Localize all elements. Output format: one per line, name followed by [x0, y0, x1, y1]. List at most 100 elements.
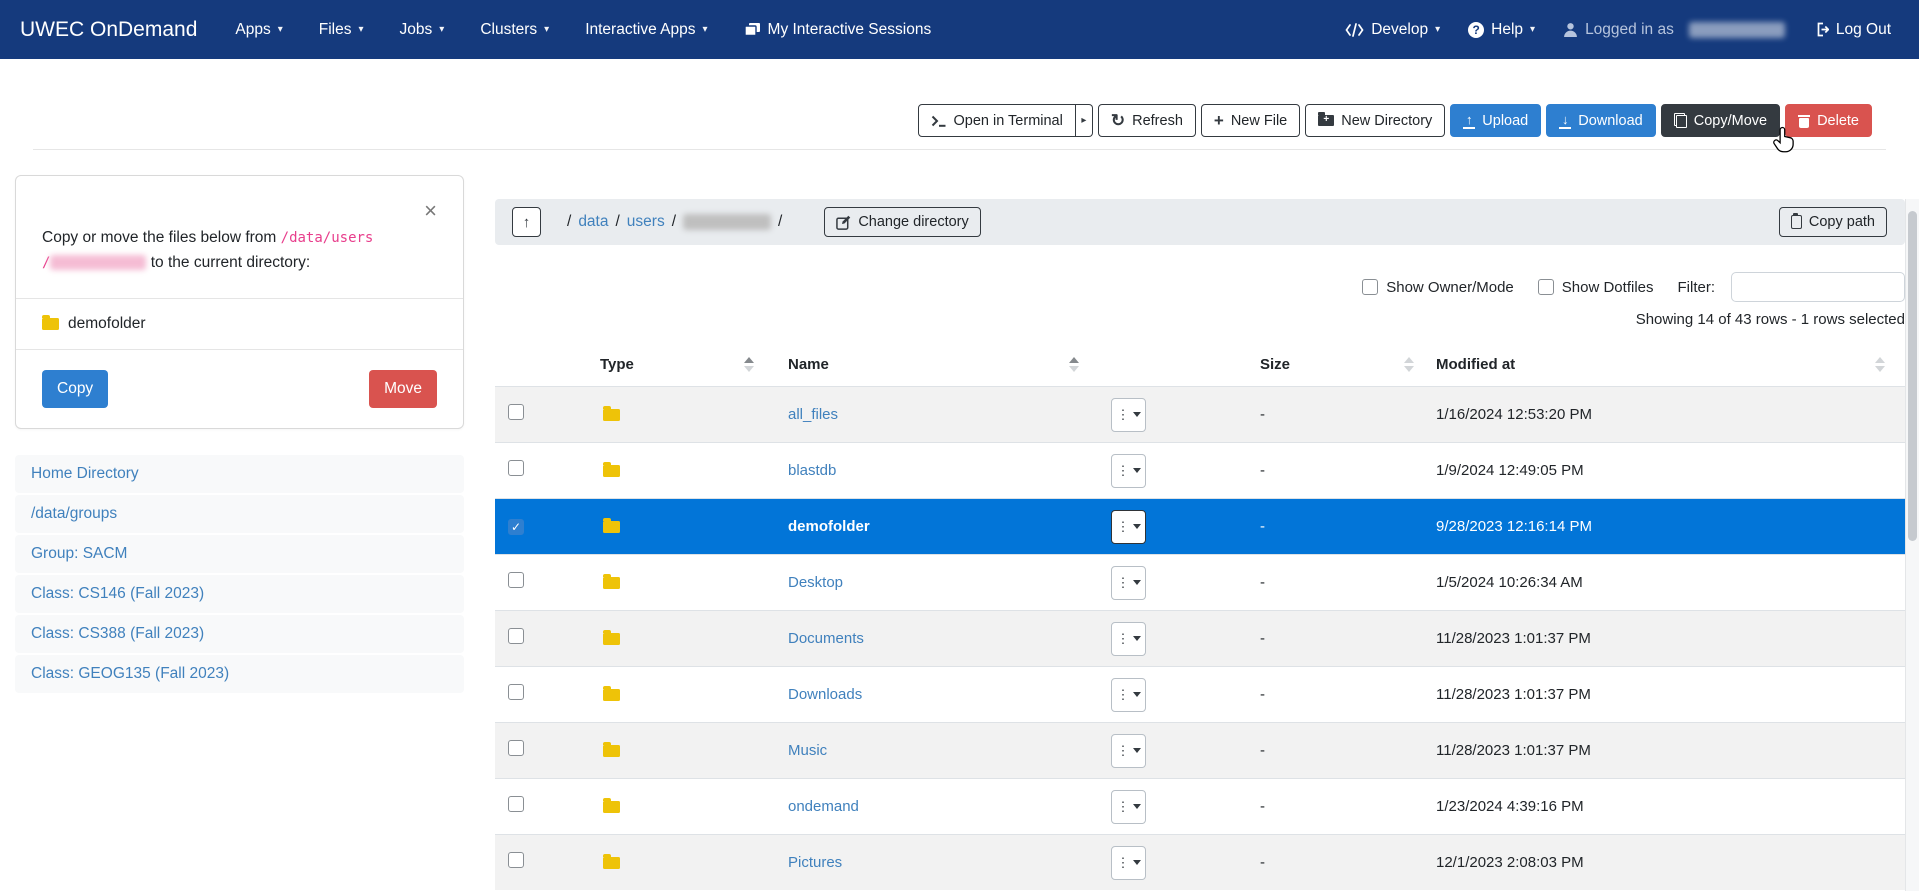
nav-logout[interactable]: Log Out	[1799, 11, 1905, 49]
sort-icon[interactable]	[1069, 356, 1079, 372]
new-directory-button[interactable]: New Directory	[1305, 104, 1446, 137]
row-actions-dropdown[interactable]: ⋮	[1111, 677, 1146, 712]
close-icon[interactable]: ×	[424, 198, 437, 223]
row-size: -	[1260, 742, 1265, 759]
copy-move-actions: Copy Move	[16, 348, 463, 428]
trash-icon	[1798, 114, 1811, 128]
row-checkbox[interactable]	[508, 852, 524, 868]
copy-path-button[interactable]: Copy path	[1778, 207, 1887, 237]
move-button[interactable]: Move	[369, 369, 437, 408]
row-name-link[interactable]: Documents	[788, 630, 864, 647]
table-row[interactable]: Downloads ⋮ - 11/28/2023 1:01:37 PM	[495, 666, 1905, 722]
table-row[interactable]: Documents ⋮ - 11/28/2023 1:01:37 PM	[495, 610, 1905, 666]
chevron-down-icon: ▾	[277, 24, 283, 35]
kebab-icon: ⋮	[1116, 687, 1130, 702]
vertical-scrollbar[interactable]	[1905, 199, 1919, 891]
sort-icon[interactable]	[744, 356, 754, 372]
delete-label: Delete	[1817, 112, 1859, 129]
refresh-button[interactable]: ↻ Refresh	[1097, 104, 1196, 137]
row-actions-dropdown[interactable]: ⋮	[1111, 845, 1146, 880]
brand-link[interactable]: UWEC OnDemand	[20, 17, 198, 41]
row-checkbox[interactable]: ✓	[508, 518, 524, 535]
row-checkbox[interactable]	[508, 404, 524, 420]
nav-files[interactable]: Files ▾	[305, 11, 378, 49]
favorite-path-link[interactable]: Home Directory	[15, 455, 464, 493]
folder-icon	[603, 405, 620, 421]
row-checkbox[interactable]	[508, 628, 524, 644]
scrollbar-thumb[interactable]	[1908, 211, 1917, 541]
row-name-link[interactable]: Pictures	[788, 854, 843, 871]
row-name-link[interactable]: Desktop	[788, 574, 844, 591]
copy-button[interactable]: Copy	[42, 369, 109, 408]
header-type[interactable]: Type	[570, 356, 760, 373]
row-checkbox[interactable]	[508, 796, 524, 812]
table-row[interactable]: Pictures ⋮ - 12/1/2023 2:08:03 PM	[495, 834, 1905, 890]
download-icon: ↓	[1559, 113, 1572, 129]
row-actions-dropdown[interactable]: ⋮	[1111, 733, 1146, 768]
table-row[interactable]: Music ⋮ - 11/28/2023 1:01:37 PM	[495, 722, 1905, 778]
row-actions-dropdown[interactable]: ⋮	[1111, 789, 1146, 824]
row-name-link[interactable]: ondemand	[788, 798, 859, 815]
change-directory-button[interactable]: Change directory	[824, 207, 981, 237]
download-button[interactable]: ↓ Download	[1546, 104, 1656, 137]
table-row[interactable]: Desktop ⋮ - 1/5/2024 10:26:34 AM	[495, 554, 1905, 610]
sessions-icon	[743, 22, 761, 37]
row-name-link[interactable]: blastdb	[788, 462, 837, 479]
row-actions-dropdown[interactable]: ⋮	[1111, 453, 1146, 488]
favorite-path-link[interactable]: Class: GEOG135 (Fall 2023)	[15, 655, 464, 693]
open-in-terminal-button[interactable]: Open in Terminal	[917, 104, 1076, 137]
row-checkbox[interactable]	[508, 572, 524, 588]
row-count-summary: Showing 14 of 43 rows - 1 rows selected	[1635, 311, 1905, 328]
nav-my-interactive-sessions[interactable]: My Interactive Sessions	[730, 11, 946, 49]
table-row[interactable]: ondemand ⋮ - 1/23/2024 4:39:16 PM	[495, 778, 1905, 834]
show-dotfiles-checkbox[interactable]	[1537, 279, 1554, 295]
favorite-path-link[interactable]: /data/groups	[15, 495, 464, 533]
new-file-button[interactable]: + New File	[1200, 104, 1301, 137]
favorite-path-link[interactable]: Class: CS388 (Fall 2023)	[15, 615, 464, 653]
table-row[interactable]: blastdb ⋮ - 1/9/2024 12:49:05 PM	[495, 442, 1905, 498]
row-name-link[interactable]: Music	[788, 742, 828, 759]
nav-jobs[interactable]: Jobs ▾	[386, 11, 459, 49]
up-directory-button[interactable]: ↑	[512, 207, 541, 237]
copy-icon	[1673, 113, 1687, 128]
header-modified[interactable]: Modified at	[1420, 356, 1905, 373]
open-in-terminal-group: Open in Terminal ▸	[917, 104, 1093, 137]
row-checkbox[interactable]	[508, 740, 524, 756]
table-row[interactable]: all_files ⋮ - 1/16/2024 12:53:20 PM	[495, 386, 1905, 442]
nav-help[interactable]: ? Help ▾	[1454, 11, 1549, 49]
row-name-link[interactable]: all_files	[788, 406, 839, 423]
row-checkbox[interactable]	[508, 460, 524, 476]
open-in-terminal-dropdown-toggle[interactable]: ▸	[1075, 104, 1093, 137]
header-size[interactable]: Size	[1225, 356, 1420, 373]
delete-button[interactable]: Delete	[1785, 104, 1872, 137]
row-actions-dropdown[interactable]: ⋮	[1111, 621, 1146, 656]
row-actions-dropdown[interactable]: ⋮	[1111, 509, 1146, 544]
sort-icon[interactable]	[1875, 356, 1885, 372]
nav-interactive-apps[interactable]: Interactive Apps ▾	[571, 11, 721, 49]
row-checkbox[interactable]	[508, 684, 524, 700]
nav-develop[interactable]: Develop ▾	[1331, 11, 1454, 49]
row-size: -	[1260, 518, 1265, 535]
row-name-link[interactable]: demofolder	[788, 518, 870, 535]
nav-apps[interactable]: Apps ▾	[221, 11, 296, 49]
breadcrumb-link-users[interactable]: users	[626, 213, 665, 230]
copy-move-button[interactable]: Copy/Move	[1660, 104, 1781, 137]
filter-input[interactable]	[1731, 272, 1905, 302]
row-actions-dropdown[interactable]: ⋮	[1111, 565, 1146, 600]
breadcrumb-link-data[interactable]: data	[578, 213, 609, 230]
header-name[interactable]: Name	[760, 356, 1085, 373]
folder-icon	[603, 629, 620, 645]
row-name-link[interactable]: Downloads	[788, 686, 863, 703]
favorite-path-link[interactable]: Group: SACM	[15, 535, 464, 573]
upload-button[interactable]: ↑ Upload	[1450, 104, 1542, 137]
table-row[interactable]: ✓ demofolder ⋮ - 9/28/2023 12:16:14 PM	[495, 498, 1905, 554]
favorite-path-link[interactable]: Class: CS146 (Fall 2023)	[15, 575, 464, 613]
nav-clusters-label: Clusters	[480, 20, 538, 38]
nav-clusters[interactable]: Clusters ▾	[466, 11, 563, 49]
table-controls: Show Owner/Mode Show Dotfiles Filter:	[495, 272, 1905, 302]
new-file-label: New File	[1230, 112, 1288, 129]
show-owner-mode-checkbox[interactable]	[1362, 279, 1379, 295]
file-browser-main: ↑ / data / users / / Change directory Co…	[495, 199, 1905, 890]
sort-icon[interactable]	[1404, 356, 1414, 372]
row-actions-dropdown[interactable]: ⋮	[1111, 397, 1146, 432]
